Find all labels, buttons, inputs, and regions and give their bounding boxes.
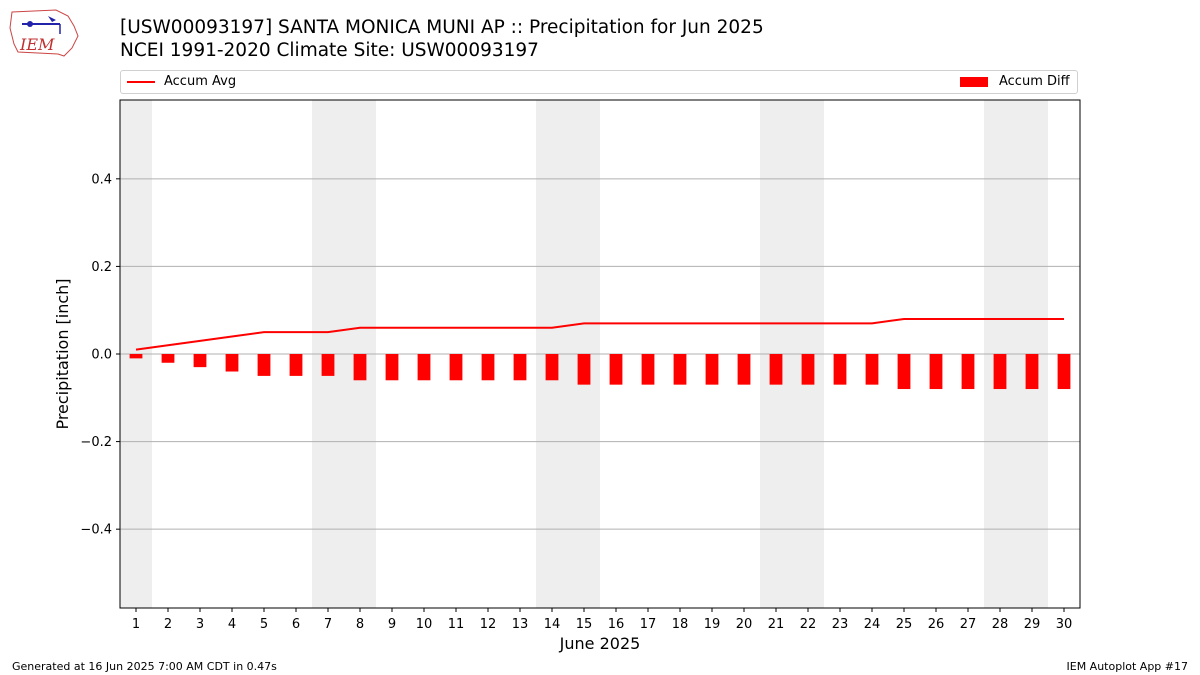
chart-legend: Accum Avg Accum Diff bbox=[120, 70, 1078, 94]
legend-line-swatch bbox=[127, 81, 155, 83]
legend-bar-swatch bbox=[960, 77, 988, 87]
x-tick-label: 8 bbox=[356, 617, 364, 632]
x-tick-label: 7 bbox=[324, 617, 332, 632]
x-tick-label: 11 bbox=[448, 617, 465, 632]
y-axis-label: Precipitation [inch] bbox=[53, 278, 72, 429]
y-tick-label: 0.2 bbox=[91, 260, 112, 275]
x-tick-label: 27 bbox=[960, 617, 977, 632]
diff-bar bbox=[897, 354, 911, 390]
x-tick-label: 13 bbox=[512, 617, 529, 632]
diff-bar bbox=[737, 354, 751, 385]
diff-bar bbox=[129, 354, 143, 359]
x-tick-label: 30 bbox=[1056, 617, 1073, 632]
diff-bar bbox=[993, 354, 1007, 390]
legend-bar-label: Accum Diff bbox=[999, 74, 1070, 89]
diff-bar bbox=[609, 354, 623, 385]
x-axis-label: June 2025 bbox=[559, 634, 641, 653]
x-tick-label: 17 bbox=[640, 617, 657, 632]
x-tick-label: 14 bbox=[544, 617, 561, 632]
diff-bar bbox=[769, 354, 783, 385]
x-tick-label: 20 bbox=[736, 617, 753, 632]
x-tick-label: 29 bbox=[1024, 617, 1041, 632]
x-tick-label: 12 bbox=[480, 617, 497, 632]
diff-bar bbox=[801, 354, 815, 385]
diff-bar bbox=[417, 354, 431, 381]
x-tick-label: 16 bbox=[608, 617, 625, 632]
x-tick-label: 3 bbox=[196, 617, 204, 632]
diff-bar bbox=[929, 354, 943, 390]
diff-bar bbox=[961, 354, 975, 390]
diff-bar bbox=[257, 354, 271, 376]
plot-frame bbox=[119, 99, 1081, 609]
iem-logo: IEM bbox=[9, 9, 79, 57]
diff-bar bbox=[545, 354, 559, 381]
diff-bar bbox=[577, 354, 591, 385]
y-tick-label: −0.2 bbox=[80, 435, 112, 450]
x-tick-label: 6 bbox=[292, 617, 300, 632]
x-tick-label: 15 bbox=[576, 617, 593, 632]
diff-bar bbox=[161, 354, 175, 363]
diff-bar bbox=[481, 354, 495, 381]
diff-bar bbox=[193, 354, 207, 368]
chart-subtitle: NCEI 1991-2020 Climate Site: USW00093197 bbox=[120, 40, 539, 61]
diff-bar bbox=[513, 354, 527, 381]
chart-title: [USW00093197] SANTA MONICA MUNI AP :: Pr… bbox=[120, 17, 764, 38]
x-tick-label: 19 bbox=[704, 617, 721, 632]
x-tick-label: 4 bbox=[228, 617, 236, 632]
legend-line-label: Accum Avg bbox=[164, 74, 237, 89]
diff-bar bbox=[449, 354, 463, 381]
diff-bar bbox=[225, 354, 239, 372]
generated-note: Generated at 16 Jun 2025 7:00 AM CDT in … bbox=[12, 660, 277, 673]
accum-avg-line bbox=[135, 317, 1064, 351]
x-tick-label: 21 bbox=[768, 617, 785, 632]
diff-bar bbox=[1025, 354, 1039, 390]
x-tick-label: 23 bbox=[832, 617, 849, 632]
diff-bar bbox=[641, 354, 655, 385]
x-tick-label: 9 bbox=[388, 617, 396, 632]
x-tick-label: 26 bbox=[928, 617, 945, 632]
diff-bar bbox=[321, 354, 335, 376]
y-tick-label: 0.4 bbox=[91, 172, 112, 187]
x-tick-label: 5 bbox=[260, 617, 268, 632]
x-tick-label: 22 bbox=[800, 617, 817, 632]
logo-text: IEM bbox=[19, 35, 55, 54]
x-tick-label: 28 bbox=[992, 617, 1009, 632]
diff-bar bbox=[289, 354, 303, 376]
y-tick-label: 0.0 bbox=[91, 348, 112, 363]
x-tick-label: 25 bbox=[896, 617, 913, 632]
diff-bar bbox=[673, 354, 687, 385]
app-credit: IEM Autoplot App #17 bbox=[1066, 660, 1189, 673]
x-tick-label: 24 bbox=[864, 617, 881, 632]
diff-bar bbox=[833, 354, 847, 385]
x-tick-label: 18 bbox=[672, 617, 689, 632]
x-tick-label: 1 bbox=[132, 617, 140, 632]
diff-bar bbox=[1057, 354, 1071, 390]
diff-bar bbox=[865, 354, 879, 385]
diff-bar bbox=[705, 354, 719, 385]
diff-bar bbox=[385, 354, 399, 381]
y-tick-label: −0.4 bbox=[80, 523, 112, 538]
diff-bar bbox=[353, 354, 367, 381]
x-tick-label: 2 bbox=[164, 617, 172, 632]
x-tick-label: 10 bbox=[416, 617, 433, 632]
